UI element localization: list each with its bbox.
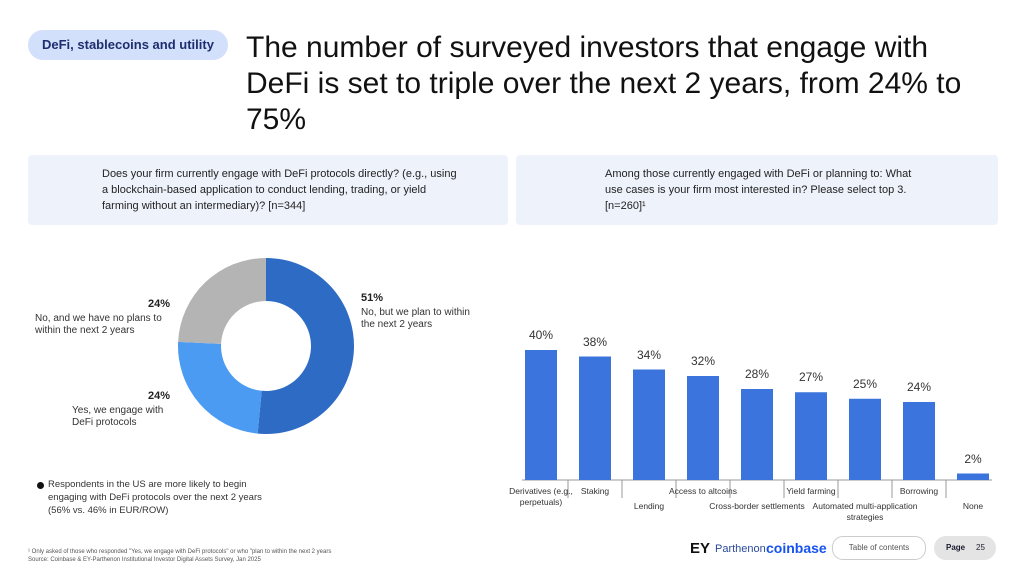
x-tick-label: Borrowing xyxy=(899,486,939,496)
page-number: 25 xyxy=(976,543,985,552)
x-tick-label: Derivatives (e.g., perpetuals) xyxy=(509,486,573,507)
footnote: Source: Coinbase & EY-Parthenon Institut… xyxy=(28,557,261,563)
question: Among those currently engaged with DeFi … xyxy=(605,168,912,212)
note: Respondents in the US are more likely to… xyxy=(48,479,262,516)
value-label: 40% xyxy=(528,328,554,342)
slide-title: The number of surveyed investors that en… xyxy=(246,31,962,136)
question-box xyxy=(28,155,508,225)
donut-slice xyxy=(178,258,266,344)
value-label: 32% xyxy=(690,354,716,368)
bar xyxy=(741,389,773,480)
brand-parthenon: Parthenon xyxy=(715,543,766,555)
footnote: ¹ Only asked of those who responded "Yes… xyxy=(28,549,332,555)
value-label: 24% xyxy=(147,390,170,402)
question: Does your firm currently engage with DeF… xyxy=(102,168,457,212)
x-tick-label: Cross-border settlements xyxy=(709,501,805,511)
value-label: 34% xyxy=(636,347,662,362)
page-label: Page xyxy=(946,543,966,552)
x-tick-label: Lending xyxy=(633,501,665,511)
slice-label: No, but we plan to within the next 2 yea… xyxy=(361,307,470,330)
slice-label: Yes, we engage with DeFi protocols xyxy=(72,405,164,428)
brand-coinbase: coinbase xyxy=(766,540,827,556)
x-tick-label: None xyxy=(962,501,984,511)
bar xyxy=(633,369,665,480)
bar xyxy=(525,350,557,480)
brand-ey: EY xyxy=(690,540,711,557)
toc-button[interactable]: Table of contents xyxy=(832,536,926,560)
bar xyxy=(957,473,989,480)
slice-label: No, and we have no plans to within the n… xyxy=(35,313,162,336)
donut-slice xyxy=(178,341,262,434)
x-tick-label: Access to altcoins xyxy=(668,486,738,496)
value-label: 38% xyxy=(582,334,608,349)
value-label: 27% xyxy=(798,370,824,385)
x-tick-label: Yield farming xyxy=(786,486,836,496)
value-label: 24% xyxy=(906,380,932,394)
value-label: 24% xyxy=(147,298,170,310)
section-tag: DeFi, stablecoins and utility xyxy=(28,30,228,60)
bar xyxy=(795,392,827,480)
question-box xyxy=(516,155,998,225)
donut-slice xyxy=(257,258,354,434)
bar xyxy=(687,376,719,480)
x-tick-label: Staking xyxy=(580,486,610,496)
bullet xyxy=(37,482,44,489)
value-label: 2% xyxy=(964,451,982,466)
page-pill xyxy=(934,536,996,560)
bar xyxy=(903,402,935,480)
bar xyxy=(849,398,881,480)
value-label: 51% xyxy=(361,292,384,304)
value-label: 25% xyxy=(852,376,878,391)
x-tick-label: Automated multi-application strategies xyxy=(812,501,918,522)
value-label: 28% xyxy=(744,367,770,381)
bar xyxy=(579,356,611,480)
